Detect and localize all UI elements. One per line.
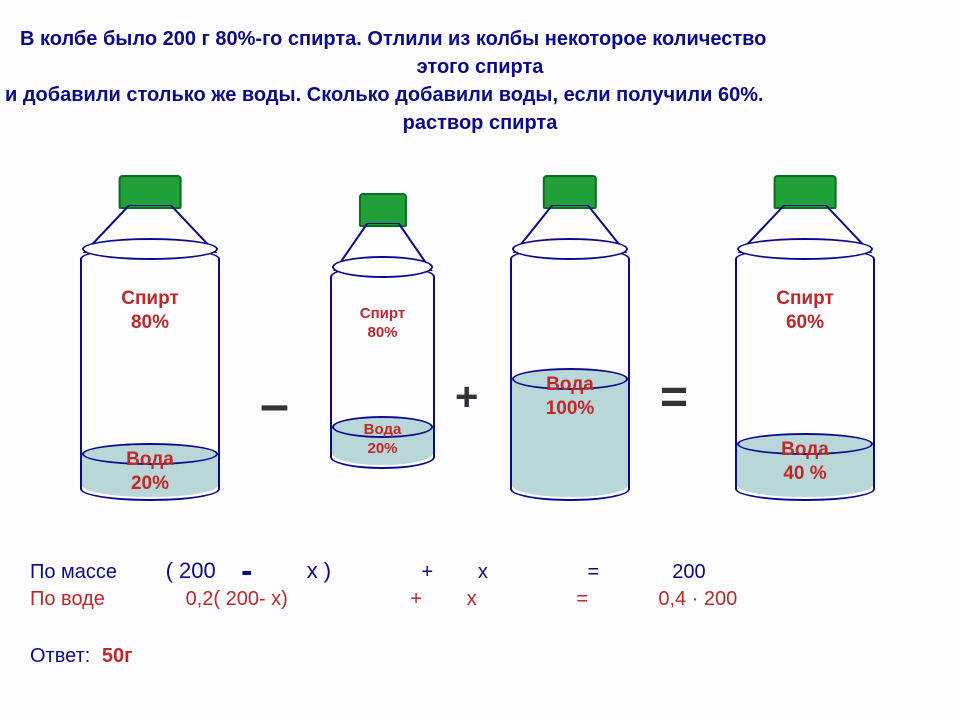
water-label: Вода100% (510, 373, 630, 421)
water-label: Вода40 % (735, 438, 875, 486)
bottle-cap (119, 175, 182, 209)
spirit-label: Спирт60% (735, 287, 875, 335)
bottle-top-rim (332, 256, 433, 278)
operator: = (660, 370, 688, 425)
water-label: По воде (30, 588, 180, 611)
bottle-cap (358, 193, 406, 227)
problem-line-3: и добавили столько же воды. Сколько доба… (5, 84, 955, 107)
spirit-label: Спирт80% (80, 287, 220, 335)
bottles-row: Спирт80% Вода20% Спирт80% Вода20% Вода100%… (0, 175, 960, 515)
water-label: Вода20% (330, 421, 435, 459)
bottle-cap (543, 175, 597, 209)
mass-label: По массе (30, 561, 160, 584)
operator: – (260, 375, 289, 435)
bottle-cap (774, 175, 837, 209)
equation-mass: По массе ( 200 - x ) + x = 200 (30, 548, 739, 587)
spirit-label: Спирт80% (330, 305, 435, 343)
answer-label: Ответ: (30, 645, 90, 668)
problem-line-4: раствор спирта (20, 112, 940, 135)
answer-value: 50г (102, 645, 133, 668)
bottle-top-rim (512, 238, 628, 260)
bottle-top-rim (737, 238, 873, 260)
water-label: Вода20% (80, 448, 220, 496)
equation-water: По воде 0,2( 200- x) + x = 0,4 · 200 (30, 588, 768, 611)
answer-line: Ответ: 50г (30, 645, 132, 668)
operator: + (455, 375, 478, 420)
problem-line-1: В колбе было 200 г 80%-го спирта. Отлили… (20, 28, 940, 51)
problem-line-2: этого спирта (20, 56, 940, 79)
bottle-top-rim (82, 238, 218, 260)
